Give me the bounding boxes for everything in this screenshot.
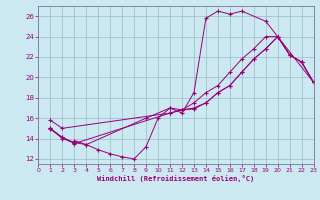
X-axis label: Windchill (Refroidissement éolien,°C): Windchill (Refroidissement éolien,°C) — [97, 175, 255, 182]
